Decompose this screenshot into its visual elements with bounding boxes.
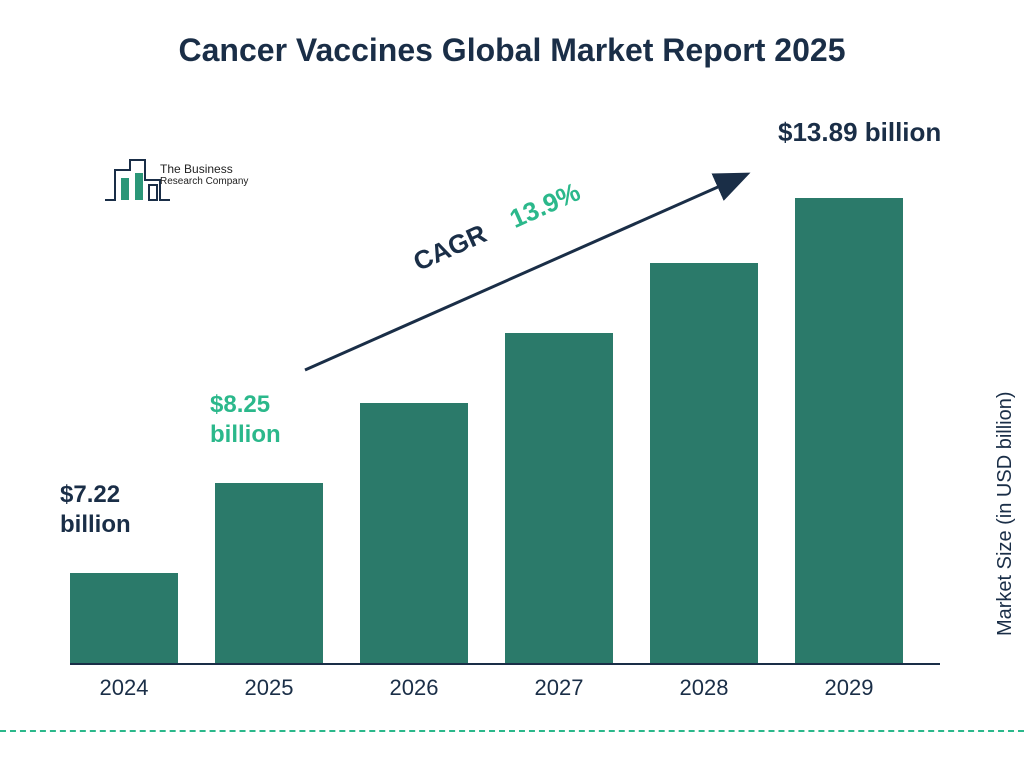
value-label-0: $7.22billion	[60, 480, 131, 540]
xlabel-2025: 2025	[215, 675, 323, 701]
yaxis-label: Market Size (in USD billion)	[995, 392, 1018, 637]
xlabel-2028: 2028	[650, 675, 758, 701]
xlabel-2026: 2026	[360, 675, 468, 701]
value-label-1: $8.25billion	[210, 390, 281, 450]
bar-2028	[650, 263, 758, 663]
footer-divider	[0, 730, 1024, 732]
bar-2029	[795, 198, 903, 663]
xlabel-2024: 2024	[70, 675, 178, 701]
bar-2024	[70, 573, 178, 663]
bar-2027	[505, 333, 613, 663]
bar-2026	[360, 403, 468, 663]
chart-baseline	[70, 663, 940, 665]
xlabel-2029: 2029	[795, 675, 903, 701]
bar-2025	[215, 483, 323, 663]
xlabel-2027: 2027	[505, 675, 613, 701]
chart-title: Cancer Vaccines Global Market Report 202…	[0, 32, 1024, 69]
value-label-2: $13.89 billion	[778, 116, 941, 149]
